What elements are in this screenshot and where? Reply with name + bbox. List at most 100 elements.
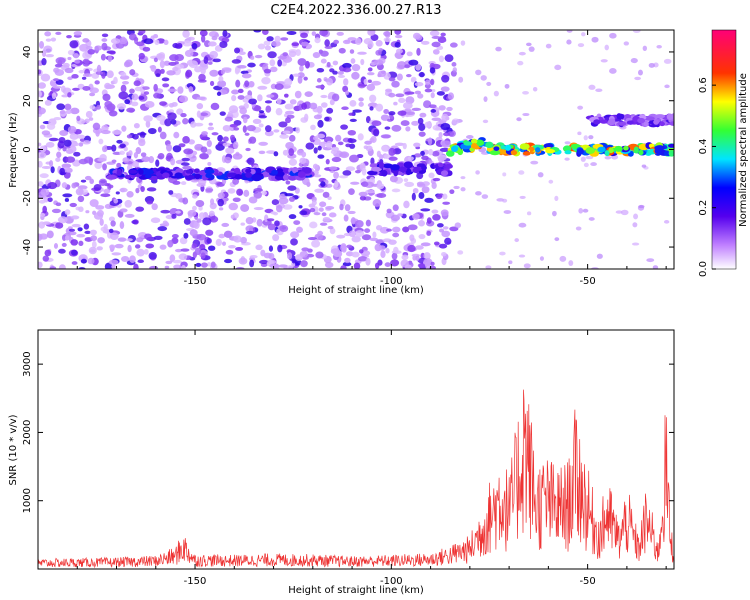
heatmap-cell [271, 199, 280, 206]
heatmap-cell [426, 217, 432, 224]
heatmap-cell [148, 156, 155, 164]
heatmap-cell [89, 178, 95, 185]
heatmap-cell [107, 55, 113, 62]
heatmap-signal-cell [637, 117, 646, 124]
heatmap-signal-cell [543, 143, 554, 149]
heatmap-cell [350, 181, 360, 185]
heatmap-cell [384, 262, 391, 267]
heatmap-cell [173, 264, 182, 269]
heatmap-cell [234, 67, 240, 75]
heatmap-signal-cell [504, 144, 512, 151]
heatmap-cell [358, 191, 368, 197]
heatmap-cell [385, 88, 393, 93]
heatmap-cell [134, 86, 143, 92]
heatmap-cell [153, 235, 163, 240]
heatmap-cell [268, 245, 274, 252]
heatmap-cell [623, 41, 630, 46]
heatmap-cell [365, 257, 371, 266]
heatmap-cell [335, 134, 342, 142]
heatmap-signal-cell [593, 119, 601, 125]
heatmap-cell [141, 156, 151, 163]
heatmap-cell [279, 225, 289, 232]
heatmap-cell [522, 112, 530, 117]
heatmap-cell [253, 105, 262, 112]
heatmap-cell [326, 61, 331, 68]
heatmap-cell [254, 54, 263, 59]
heatmap-cell [344, 257, 351, 264]
heatmap-cell [314, 188, 325, 193]
heatmap-cell [160, 209, 171, 214]
heatmap-cell [393, 246, 399, 254]
heatmap-cell [352, 109, 362, 113]
heatmap-cell [89, 92, 96, 97]
heatmap-cell [389, 175, 398, 183]
heatmap-cell [336, 31, 344, 36]
heatmap-cell [370, 136, 377, 144]
heatmap-cell [575, 226, 582, 231]
heatmap-cell [116, 103, 127, 110]
heatmap-cell [446, 106, 453, 112]
heatmap-cell [493, 90, 499, 97]
heatmap-cell [133, 263, 139, 269]
heatmap-cell [172, 66, 179, 72]
heatmap-cell [295, 126, 301, 134]
heatmap-cell [41, 165, 52, 170]
heatmap-cell [299, 65, 304, 72]
heatmap-cell [110, 38, 121, 44]
heatmap-cell [58, 248, 66, 254]
heatmap-signal-cell [378, 161, 385, 169]
heatmap-cell [367, 30, 376, 37]
heatmap-cell [444, 54, 454, 63]
heatmap-cell [64, 235, 70, 241]
heatmap-cell [309, 207, 316, 213]
heatmap-cell [321, 102, 328, 108]
heatmap-cell [104, 82, 111, 90]
heatmap-cell [632, 222, 638, 228]
heatmap-cell [252, 118, 262, 125]
heatmap-cell [391, 124, 402, 132]
heatmap-cell [431, 88, 436, 93]
heatmap-cell [75, 188, 84, 196]
heatmap-cell [137, 132, 147, 136]
heatmap-cell [88, 246, 97, 255]
heatmap-cell [588, 84, 596, 90]
heatmap-signal-cell [522, 151, 531, 156]
heatmap-cell [39, 173, 49, 179]
heatmap-cell [138, 30, 146, 35]
heatmap-signal-cell [226, 172, 238, 178]
heatmap-cell [235, 246, 244, 251]
heatmap-cell [186, 37, 192, 41]
heatmap-cell [171, 234, 179, 239]
heatmap-cell [157, 126, 162, 133]
heatmap-cell [370, 157, 375, 166]
heatmap-cell [326, 77, 333, 86]
heatmap-cell [324, 116, 330, 122]
heatmap-cell [266, 94, 275, 98]
heatmap-cell [206, 148, 212, 155]
heatmap-cell [431, 35, 441, 39]
colorbar-tick-label: 0.4 [698, 138, 709, 154]
heatmap-cell [53, 67, 60, 73]
heatmap-cell [70, 239, 79, 246]
heatmap-cell [285, 180, 291, 185]
heatmap-cell [253, 207, 264, 211]
heatmap-cell [344, 204, 351, 212]
heatmap-xtick-label: -50 [579, 276, 595, 287]
snr-ytick-label: 3000 [22, 351, 33, 376]
heatmap-cell [402, 142, 407, 150]
heatmap-cell [369, 237, 379, 242]
heatmap-cell [264, 100, 273, 104]
heatmap-cell [97, 157, 107, 162]
heatmap-cell [55, 202, 62, 207]
heatmap-cell [351, 251, 360, 258]
heatmap-cell [564, 141, 571, 145]
heatmap-cell [232, 153, 243, 160]
heatmap-cell [108, 259, 119, 265]
heatmap-cell [111, 159, 117, 163]
heatmap-cell [373, 128, 380, 137]
heatmap-signal-cell [245, 168, 252, 174]
heatmap-cell [156, 114, 166, 122]
heatmap-cell [554, 64, 562, 71]
heatmap-cell [64, 209, 71, 215]
heatmap-cell [323, 136, 334, 143]
